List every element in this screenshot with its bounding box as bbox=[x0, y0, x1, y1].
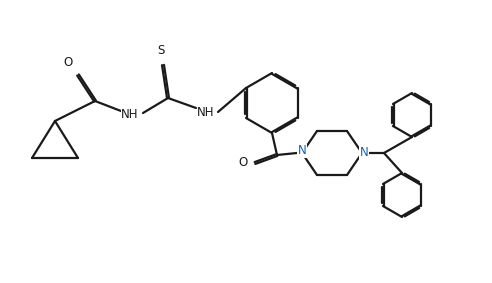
Text: NH: NH bbox=[121, 108, 139, 121]
Text: N: N bbox=[298, 145, 307, 158]
Text: O: O bbox=[239, 156, 247, 170]
Text: S: S bbox=[157, 44, 165, 57]
Text: O: O bbox=[63, 55, 73, 68]
Text: N: N bbox=[360, 145, 369, 158]
Text: NH: NH bbox=[197, 106, 215, 119]
